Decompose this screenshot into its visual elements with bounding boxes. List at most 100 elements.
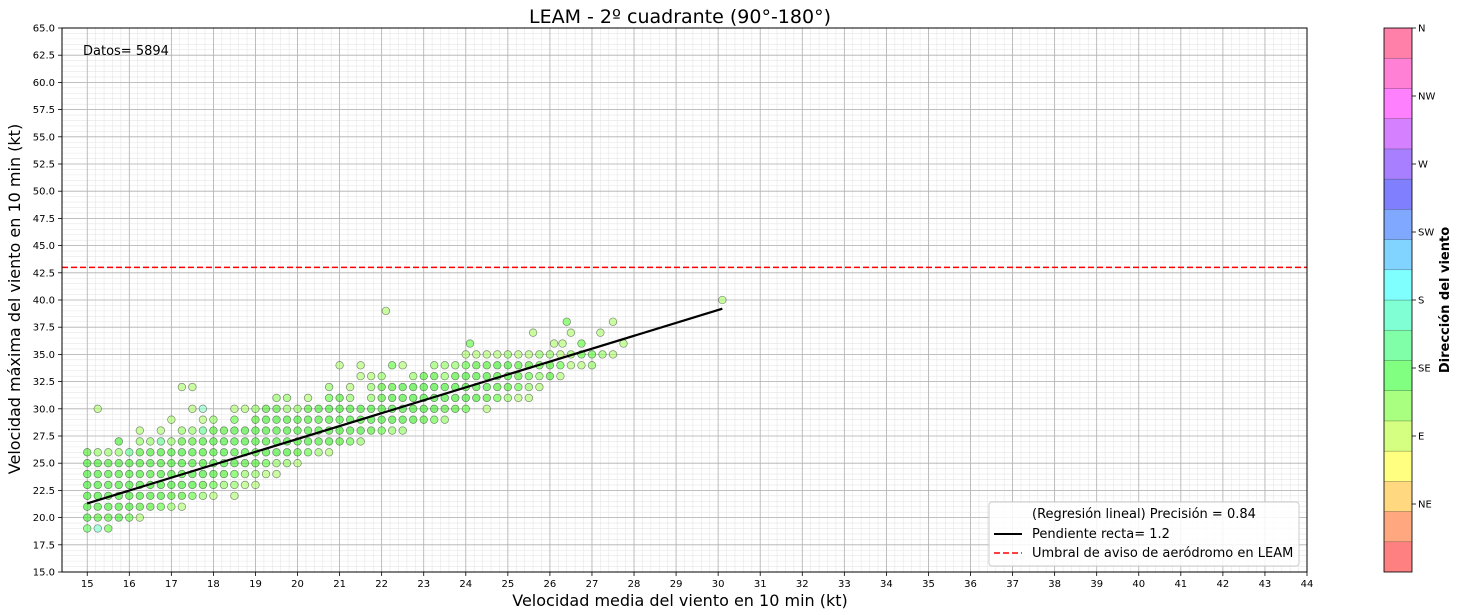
data-point — [461, 404, 470, 413]
y-tick-label: 20.0 — [33, 513, 55, 524]
data-point — [146, 469, 155, 479]
data-point — [230, 404, 239, 413]
data-point — [156, 459, 165, 468]
data-point — [209, 480, 218, 490]
colorbar-segment — [1383, 390, 1413, 422]
data-point — [493, 382, 502, 392]
data-point — [282, 415, 292, 424]
legend-precision: (Regresión lineal) Precisión = 0.84 — [1032, 507, 1256, 522]
data-point — [461, 350, 470, 359]
data-point — [440, 415, 449, 424]
data-point — [440, 372, 449, 381]
data-point — [366, 404, 376, 413]
data-point — [430, 415, 439, 424]
data-point — [345, 404, 355, 413]
data-point — [230, 480, 239, 490]
data-point — [104, 480, 113, 490]
data-point — [345, 382, 355, 392]
data-point — [282, 448, 292, 457]
data-point — [608, 317, 618, 326]
data-point — [167, 480, 176, 490]
data-point — [482, 393, 491, 403]
data-point — [125, 448, 134, 457]
data-point — [293, 459, 302, 468]
data-point — [451, 404, 460, 413]
data-point — [146, 448, 155, 457]
data-point — [324, 415, 334, 424]
colorbar-segment — [1383, 541, 1413, 573]
data-point — [482, 404, 491, 413]
data-point — [419, 372, 428, 381]
data-point — [230, 491, 239, 500]
y-tick-label: 15.0 — [33, 568, 55, 579]
y-tick-label: 62.5 — [33, 51, 55, 62]
colorbar-segment — [1383, 360, 1413, 391]
data-point — [356, 426, 365, 435]
data-point — [146, 459, 155, 468]
data-point — [209, 469, 218, 479]
data-point — [156, 502, 165, 511]
data-point — [398, 415, 407, 424]
colorbar-ticks: N NW W SW S SE E NE — [1412, 24, 1435, 511]
x-axis-title: Velocidad media del viento en 10 min (kt… — [512, 591, 848, 610]
data-point — [324, 448, 334, 457]
data-point — [114, 502, 123, 511]
x-tick-label: 15 — [81, 579, 94, 590]
data-point — [451, 361, 460, 370]
data-point — [303, 404, 313, 413]
data-point — [303, 448, 313, 457]
x-tick-label: 36 — [964, 579, 977, 590]
data-point — [251, 404, 260, 413]
legend: (Regresión lineal) Precisión = 0.84 Pend… — [988, 501, 1300, 567]
data-point — [419, 404, 428, 413]
data-point — [156, 469, 165, 479]
data-point — [366, 393, 376, 403]
data-point — [324, 393, 334, 403]
legend-regression: Pendiente recta= 1.2 — [1032, 527, 1170, 542]
data-point — [272, 469, 281, 479]
data-point — [219, 437, 229, 446]
colorbar-segment — [1383, 511, 1413, 543]
data-point — [556, 372, 565, 381]
data-point — [104, 469, 113, 479]
y-tick-label: 27.5 — [33, 432, 55, 443]
data-point — [587, 350, 597, 359]
data-point — [135, 513, 144, 522]
data-point — [125, 491, 134, 500]
x-tick-label: 35 — [922, 579, 935, 590]
data-point — [209, 426, 218, 435]
data-point — [314, 415, 323, 424]
data-point — [366, 382, 376, 392]
data-point — [388, 361, 397, 370]
data-point — [135, 448, 144, 457]
data-point — [156, 448, 165, 457]
data-point — [503, 382, 512, 392]
data-point — [83, 513, 92, 522]
data-point — [83, 469, 92, 479]
data-point — [188, 426, 197, 435]
colorbar-segment — [1383, 209, 1413, 240]
data-point — [114, 469, 123, 479]
data-point — [345, 426, 355, 435]
data-point — [261, 459, 271, 468]
data-point — [409, 393, 418, 403]
data-point — [377, 393, 386, 403]
data-point — [240, 437, 250, 446]
data-point — [377, 382, 386, 392]
data-point — [514, 393, 523, 403]
data-point — [167, 459, 176, 468]
data-point — [293, 448, 302, 457]
data-point — [261, 415, 271, 424]
data-point — [251, 437, 260, 446]
data-point — [549, 339, 559, 348]
data-point — [198, 448, 208, 457]
data-point — [188, 491, 197, 500]
data-point — [272, 459, 281, 468]
colorbar-tick-label: N — [1418, 24, 1425, 35]
data-point — [324, 404, 334, 413]
data-point — [93, 404, 102, 413]
data-point — [718, 295, 727, 305]
chart-title: LEAM - 2º cuadrante (90°-180°) — [529, 6, 831, 28]
y-tick-label: 35.0 — [33, 350, 55, 361]
